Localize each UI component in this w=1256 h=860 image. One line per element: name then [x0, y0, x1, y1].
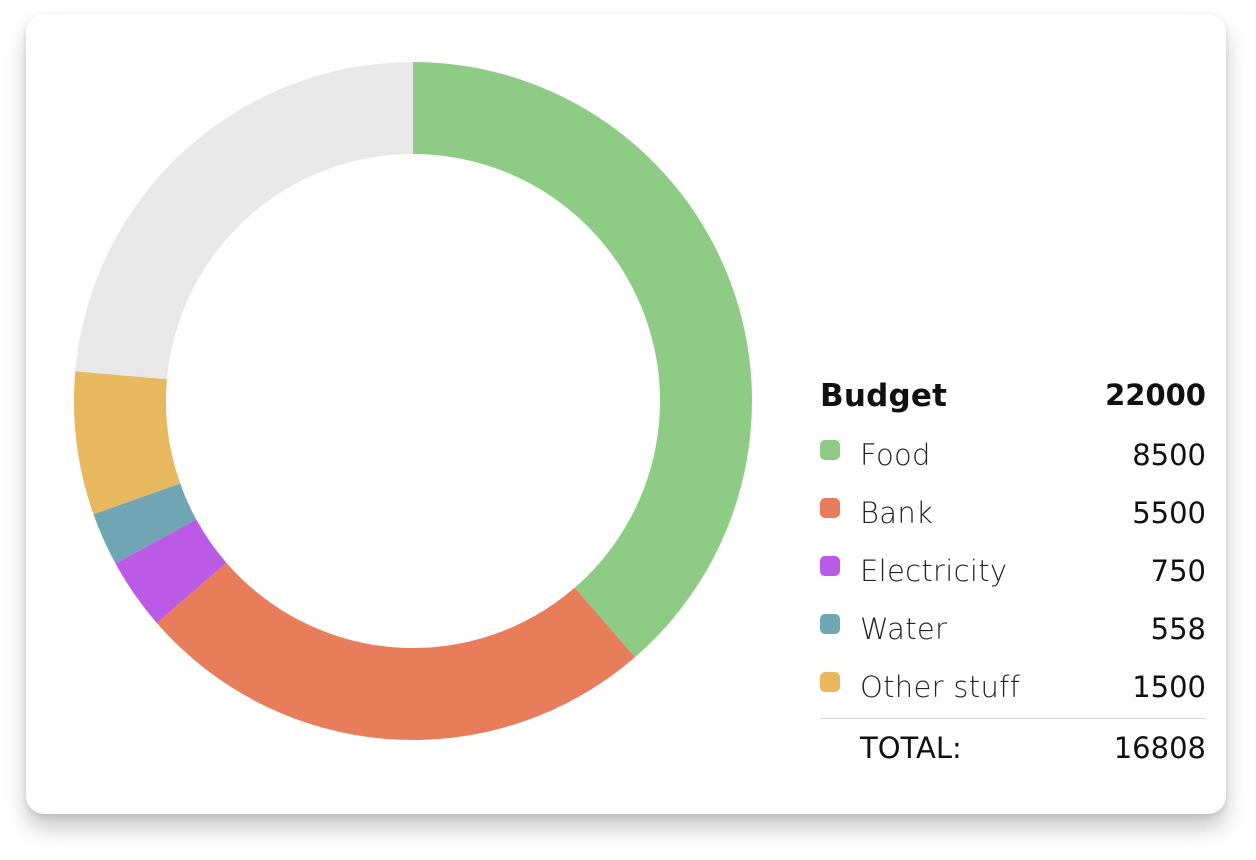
budget-value: 22000 — [1105, 378, 1206, 412]
slice-food — [413, 62, 752, 658]
slice-bank — [156, 562, 635, 740]
swatch-electricity — [820, 556, 840, 576]
slice-electricity — [115, 519, 227, 623]
legend-title: Budget — [820, 378, 948, 414]
legend-item-other-stuff: Other stuff 1500 — [820, 652, 1206, 710]
swatch-other-stuff — [820, 672, 840, 692]
legend-value: 5500 — [1132, 496, 1206, 530]
swatch-water — [820, 614, 840, 634]
legend-divider — [820, 718, 1206, 719]
legend-label: Water — [860, 612, 948, 646]
total-value: 16808 — [1113, 731, 1206, 765]
swatch-food — [820, 440, 840, 460]
legend-value: 558 — [1150, 612, 1206, 646]
legend-item-bank: Bank 5500 — [820, 478, 1206, 536]
legend-item-electricity: Electricity 750 — [820, 536, 1206, 594]
slice-water — [93, 483, 197, 564]
legend-label: Other stuff — [860, 670, 1021, 704]
legend-value: 8500 — [1132, 438, 1206, 472]
legend-value: 750 — [1150, 554, 1206, 588]
total-label: TOTAL: — [860, 731, 962, 765]
slice-other-stuff — [74, 371, 181, 515]
legend-header: Budget 22000 — [820, 374, 1206, 420]
legend-label: Bank — [860, 496, 934, 530]
donut-chart — [74, 62, 752, 740]
swatch-bank — [820, 498, 840, 518]
legend-value: 1500 — [1132, 670, 1206, 704]
legend: Budget 22000 Food 8500 Bank 5500 Electri… — [820, 374, 1206, 779]
donut-slices — [74, 62, 752, 740]
budget-card: Budget 22000 Food 8500 Bank 5500 Electri… — [26, 14, 1226, 814]
legend-item-food: Food 8500 — [820, 420, 1206, 478]
legend-label: Food — [860, 438, 931, 472]
legend-item-water: Water 558 — [820, 594, 1206, 652]
legend-total-row: TOTAL: 16808 — [820, 719, 1206, 779]
slice-remaining — [75, 62, 413, 380]
legend-label: Electricity — [860, 554, 1008, 588]
